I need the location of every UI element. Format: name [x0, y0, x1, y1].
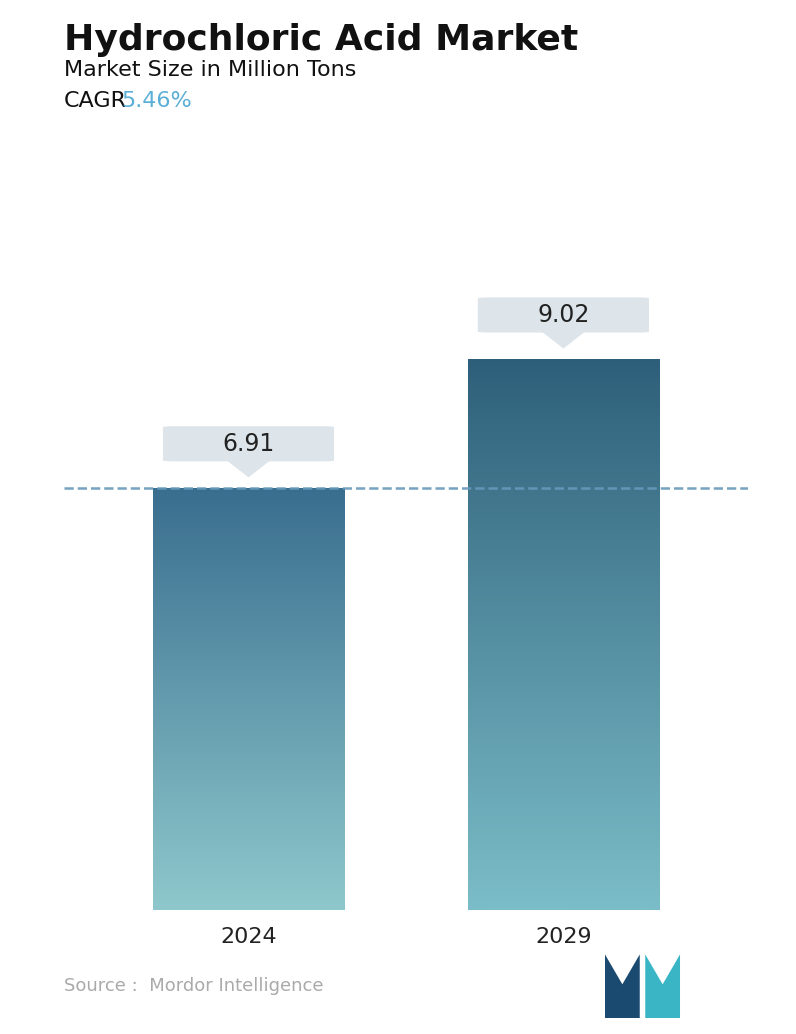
Polygon shape	[646, 954, 680, 1018]
Text: 6.91: 6.91	[222, 432, 275, 456]
Text: CAGR: CAGR	[64, 91, 127, 111]
Polygon shape	[605, 954, 640, 1018]
Polygon shape	[228, 460, 269, 477]
Polygon shape	[543, 332, 584, 347]
FancyBboxPatch shape	[163, 426, 334, 461]
Text: 9.02: 9.02	[537, 303, 590, 327]
Text: Hydrochloric Acid Market: Hydrochloric Acid Market	[64, 23, 578, 57]
Text: Source :  Mordor Intelligence: Source : Mordor Intelligence	[64, 977, 323, 995]
FancyBboxPatch shape	[478, 298, 649, 333]
Text: 5.46%: 5.46%	[121, 91, 192, 111]
Text: Market Size in Million Tons: Market Size in Million Tons	[64, 60, 356, 80]
